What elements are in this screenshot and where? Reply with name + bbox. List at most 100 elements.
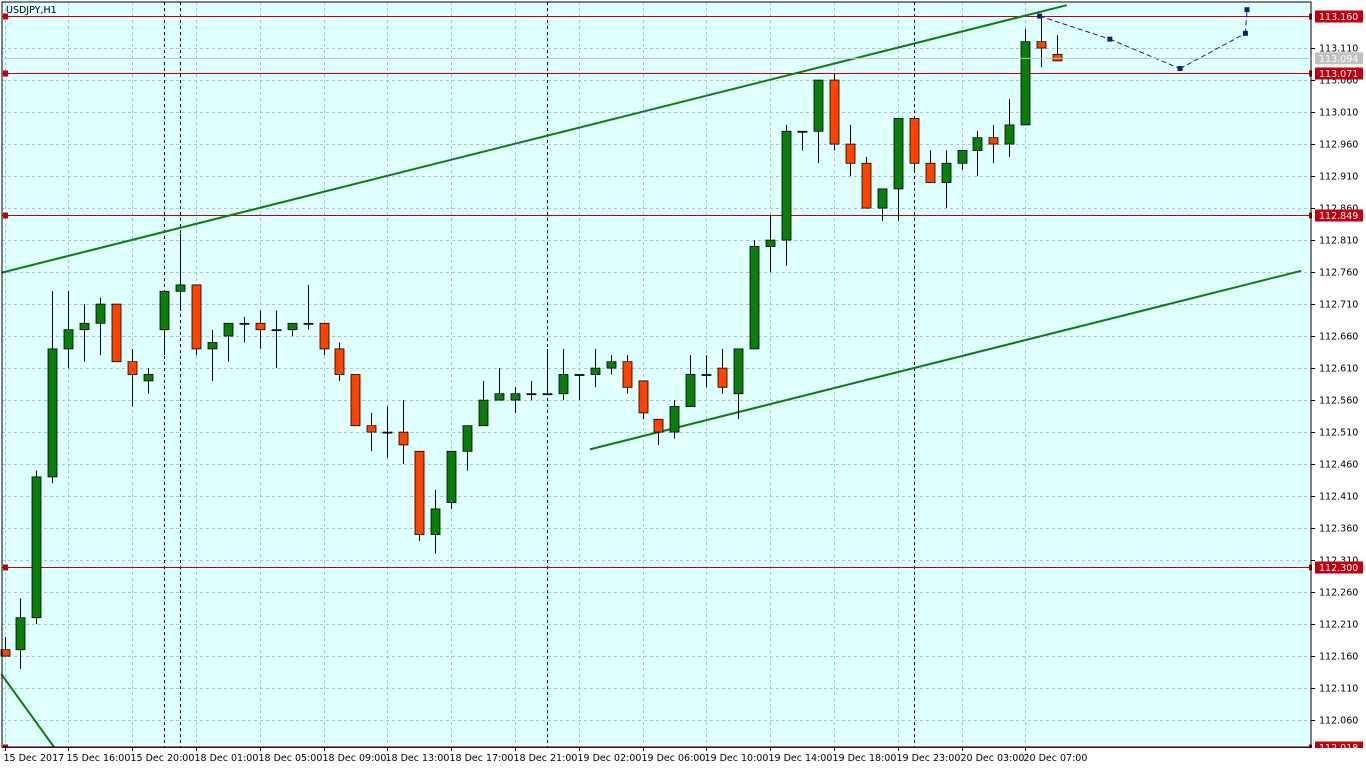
current-price-tag: [1315, 52, 1363, 65]
forecast-segment: [1109, 38, 1181, 70]
y-axis-background: [1312, 0, 1366, 768]
candle-body-bull: [63, 329, 74, 350]
trend-line: [0, 673, 55, 748]
x-tick-label: 18 Dec 13:00: [386, 753, 450, 764]
level-price-label: 113.160: [1319, 12, 1358, 23]
x-tick-label: 18 Dec 09:00: [323, 753, 387, 764]
trend-line: [1, 4, 1068, 274]
candle-body-bear: [653, 418, 664, 433]
candle-body-bull: [813, 79, 824, 132]
level-price-label: 112.300: [1319, 563, 1358, 574]
forecast-path: [1037, 7, 1250, 72]
y-tick-label: 112.060: [1319, 716, 1358, 727]
y-tick-label: 112.310: [1319, 556, 1358, 567]
x-tick-label: 19 Dec 10:00: [705, 753, 769, 764]
candle-body-bear: [1036, 41, 1047, 49]
y-tick-label: 112.510: [1319, 428, 1358, 439]
y-tick-label: 112.810: [1319, 236, 1358, 247]
grid: [2, 2, 1311, 747]
candle-body-bear: [111, 303, 122, 363]
candle-body-bear: [255, 322, 266, 331]
candle-body-bear: [334, 348, 345, 375]
candle-body-bull: [31, 476, 42, 619]
x-tick-label: 19 Dec 02:00: [578, 753, 642, 764]
candle-body-bull: [590, 367, 601, 375]
candle-body-bear: [191, 284, 202, 350]
level-price-tag: [1315, 209, 1363, 222]
candle-body-bull: [95, 303, 106, 324]
current-price-label: 113.094: [1319, 54, 1358, 65]
symbol-label: USDJPY,H1: [6, 5, 57, 16]
candle-body-bull: [749, 246, 760, 350]
candle-body-bear: [988, 137, 999, 145]
level-price-tag: [1315, 561, 1363, 574]
candle-body-bull: [478, 399, 489, 427]
x-tick-label: 19 Dec 06:00: [642, 753, 706, 764]
candle-body-bull: [223, 322, 234, 337]
level-price-tag: [1315, 67, 1363, 80]
x-tick-label: 19 Dec 18:00: [833, 753, 897, 764]
y-tick-label: 112.910: [1319, 172, 1358, 183]
x-tick-label: 20 Dec 07:00: [1024, 753, 1088, 764]
y-tick-label: 113.060: [1319, 76, 1358, 87]
candle-body-bull: [1020, 41, 1031, 126]
y-tick-label: 112.160: [1319, 652, 1358, 663]
x-axis-background: [0, 748, 1366, 768]
candle-body-bull: [271, 329, 282, 332]
level-anchor-marker: [3, 564, 8, 571]
candle-body-bull: [558, 374, 569, 395]
candle-body-bull: [972, 137, 983, 151]
forecast-segment: [1039, 15, 1110, 40]
candle-body-bear: [319, 322, 330, 350]
y-tick-label: 112.410: [1319, 492, 1358, 503]
plot-background: [2, 2, 1311, 747]
y-tick-label: 112.460: [1319, 460, 1358, 471]
forecast-point: [1107, 36, 1113, 42]
y-tick-label: 112.210: [1319, 620, 1358, 631]
trend-lines: [0, 4, 1302, 748]
y-tick-label: 112.660: [1319, 332, 1358, 343]
candle-body-bear: [366, 425, 377, 433]
candle-body-bear: [638, 380, 649, 414]
candle-body-bull: [669, 406, 680, 433]
plot-border: [1, 1, 1312, 748]
forecast-segment: [1179, 32, 1246, 70]
candle-body-bull: [1004, 124, 1015, 145]
forecast-point: [1242, 30, 1248, 36]
x-tick-label: 18 Dec 01:00: [195, 753, 259, 764]
x-tick-label: 19 Dec 14:00: [769, 753, 833, 764]
candle-body-bull: [781, 130, 792, 241]
candle-body-bull: [159, 290, 170, 331]
candle-body-bull: [382, 431, 393, 434]
y-tick-label: 112.260: [1319, 588, 1358, 599]
candle-body-bear: [1052, 54, 1063, 62]
candle-body-bear: [414, 450, 425, 535]
candle-body-bull: [797, 130, 808, 133]
candle-body-bull: [685, 374, 696, 407]
candle-body-bear: [398, 431, 409, 446]
y-tick-label: 112.860: [1319, 204, 1358, 215]
candle-body-bull: [143, 374, 154, 382]
candle-body-bull: [877, 188, 888, 209]
forecast-segment: [1244, 9, 1248, 34]
candle-body-bear: [0, 649, 11, 657]
candle-body-bear: [925, 162, 936, 183]
x-tick-label: 15 Dec 16:00: [67, 753, 131, 764]
candle-body-bull: [47, 348, 58, 478]
level-anchor-marker: [3, 70, 8, 77]
candle-body-bull: [15, 617, 26, 651]
y-tick-label: 112.360: [1319, 524, 1358, 535]
x-axis: 15 Dec 2017 15 Dec 16:00 15 Dec 20:00 18 De…: [0, 747, 1366, 768]
candle-body-bull: [701, 374, 712, 376]
candles: [0, 16, 1063, 669]
candle-body-bear: [350, 374, 361, 427]
x-tick-label: 15 Dec 2017: [4, 753, 65, 764]
y-tick-label: 113.010: [1319, 108, 1358, 119]
candle-body-bull: [733, 348, 744, 395]
candle-body-bull: [606, 361, 617, 369]
candle-body-bull: [510, 393, 521, 401]
candle-body-bull: [526, 393, 537, 396]
x-tick-label: 19 Dec 23:00: [897, 753, 961, 764]
